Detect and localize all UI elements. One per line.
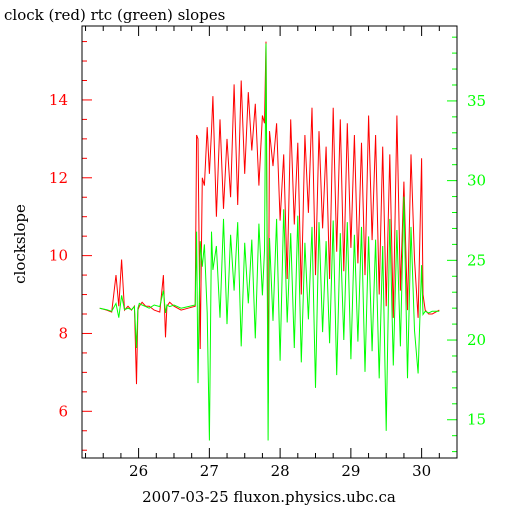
y2-tick-label: 25: [467, 251, 486, 269]
y-tick-label: 14: [49, 91, 68, 109]
y-tick-label: 6: [58, 402, 68, 420]
series-layer: [99, 41, 440, 441]
x-axis-label: 2007-03-25 fluxon.physics.ubc.ca: [142, 488, 396, 506]
y-tick-label: 12: [49, 169, 68, 187]
x-tick-label: 30: [412, 462, 431, 480]
y2-tick-label: 35: [467, 92, 486, 110]
y2-tick-label: 20: [467, 331, 486, 349]
x-tick-label: 26: [129, 462, 148, 480]
x-tick-label: 27: [200, 462, 219, 480]
y2-tick-label: 30: [467, 172, 486, 190]
y-tick-label: 10: [49, 247, 68, 265]
y2-tick-label: 15: [467, 411, 486, 429]
y-axis-label: clockslope: [11, 204, 29, 284]
y-tick-label: 8: [58, 324, 68, 342]
x-tick-label: 28: [271, 462, 290, 480]
x-tick-label: 29: [341, 462, 360, 480]
chart-title: clock (red) rtc (green) slopes: [4, 6, 225, 24]
plot-frame: [81, 25, 458, 459]
series-line-rtc: [99, 43, 440, 441]
